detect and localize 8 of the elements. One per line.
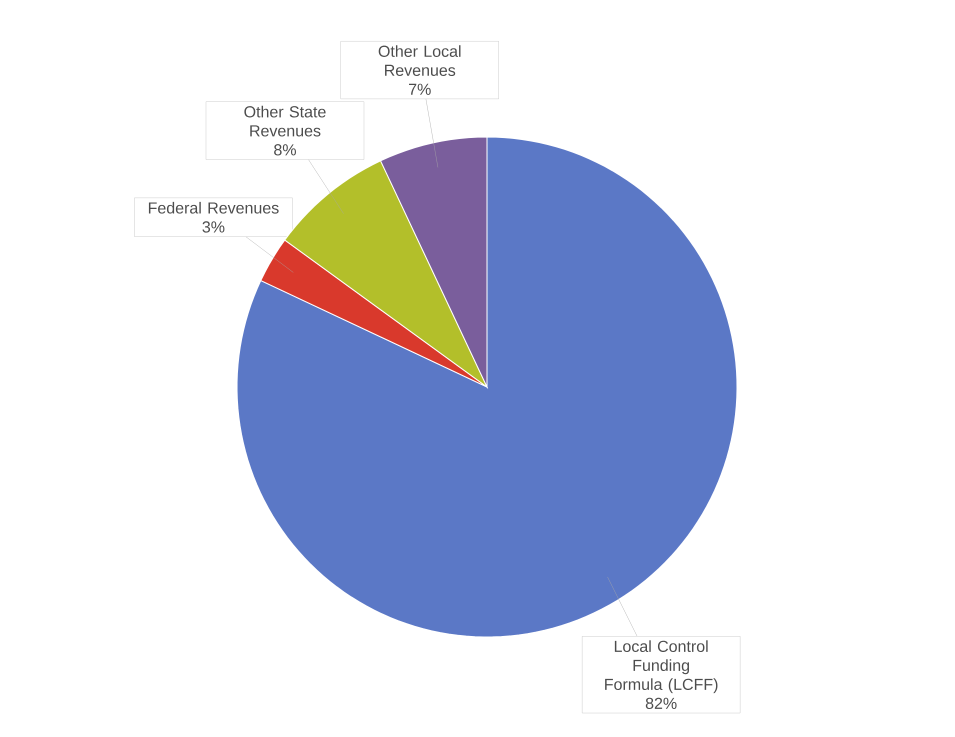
data-label: 3% — [202, 221, 224, 233]
slice-label: Other Local Revenues — [378, 45, 460, 76]
slice-label: Federal Revenues — [148, 202, 279, 214]
slice-label: Other State Revenues — [244, 106, 326, 136]
data-label: 8% — [274, 144, 296, 156]
data-label: 82% — [646, 698, 677, 710]
slice-label: Local Control Funding Formula (LCFF) — [605, 640, 718, 694]
data-label: 7% — [409, 84, 431, 95]
